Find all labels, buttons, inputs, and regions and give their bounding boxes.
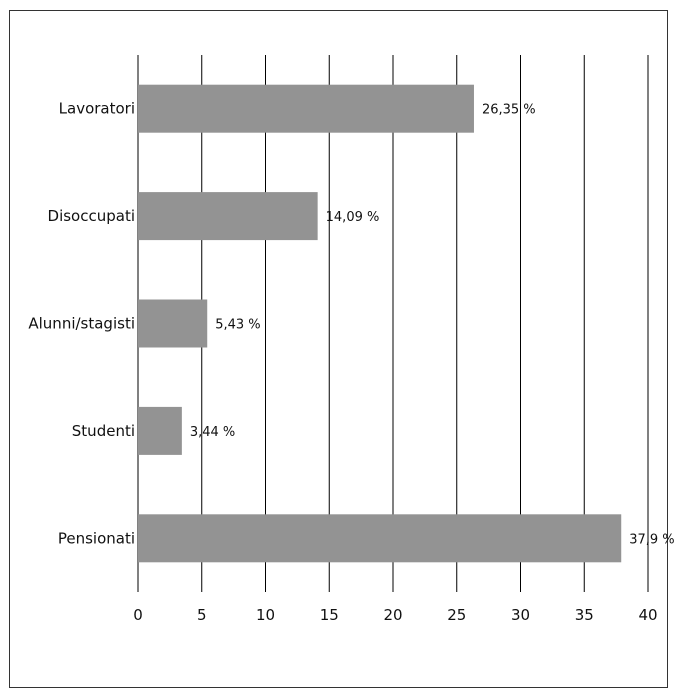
value-label-pensionati: 37,9 %: [629, 532, 674, 547]
value-label-disoccupati: 14,09 %: [326, 210, 380, 225]
bar-disoccupati: [138, 192, 318, 241]
bars: [138, 84, 622, 563]
bar-lavoratori: [138, 84, 474, 133]
value-labels: 26,35 % 14,09 % 5,43 % 3,44 % 37,9 %: [190, 103, 675, 548]
x-tick-15: 15: [320, 606, 339, 624]
x-tick-20: 20: [383, 606, 402, 624]
x-tick-30: 30: [511, 606, 530, 624]
category-label-studenti: Studenti: [72, 422, 135, 440]
category-labels: Lavoratori Disoccupati Alunni/stagisti Stud…: [28, 100, 135, 548]
x-tick-35: 35: [575, 606, 594, 624]
x-tick-labels: 0 5 10 15 20 25 30 35 40: [133, 606, 657, 624]
value-label-studenti: 3,44 %: [190, 425, 235, 440]
bar-pensionati: [138, 514, 622, 563]
value-label-lavoratori: 26,35 %: [482, 103, 536, 118]
x-tick-0: 0: [133, 606, 143, 624]
x-tick-40: 40: [638, 606, 657, 624]
bar-studenti: [138, 406, 182, 455]
category-label-pensionati: Pensionati: [58, 529, 135, 547]
category-label-lavoratori: Lavoratori: [59, 100, 135, 118]
x-tick-10: 10: [256, 606, 275, 624]
category-label-disoccupati: Disoccupati: [48, 207, 135, 225]
bar-alunni-stagisti: [138, 299, 208, 348]
value-label-alunni-stagisti: 5,43 %: [215, 318, 260, 333]
category-label-alunni-stagisti: Alunni/stagisti: [28, 315, 135, 333]
x-tick-5: 5: [197, 606, 207, 624]
x-tick-25: 25: [447, 606, 466, 624]
grid-lines: [137, 55, 649, 592]
